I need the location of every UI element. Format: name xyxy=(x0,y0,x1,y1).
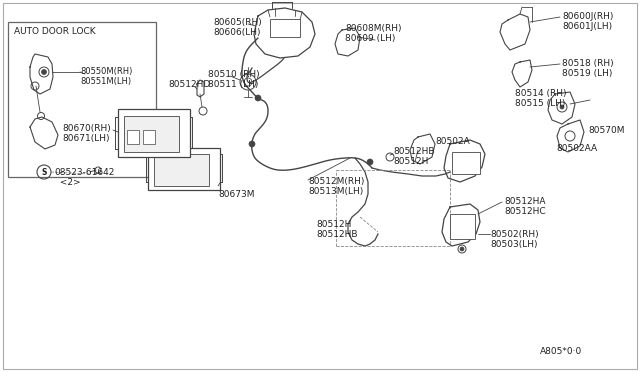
Bar xyxy=(118,109,190,157)
Text: 80512M(RH): 80512M(RH) xyxy=(308,177,364,186)
Text: 80605(RH): 80605(RH) xyxy=(213,18,262,27)
Bar xyxy=(450,214,475,239)
Text: 80512HB: 80512HB xyxy=(393,147,435,156)
Text: 80512HA: 80512HA xyxy=(504,197,545,206)
Text: AUTO DOOR LOCK: AUTO DOOR LOCK xyxy=(14,27,95,36)
Text: 80510 (RH): 80510 (RH) xyxy=(208,70,260,79)
Text: 80513M(LH): 80513M(LH) xyxy=(308,187,364,196)
Text: 80518 (RH): 80518 (RH) xyxy=(562,59,614,68)
Text: 80519 (LH): 80519 (LH) xyxy=(562,69,612,78)
Circle shape xyxy=(560,105,564,109)
Text: 80608M(RH): 80608M(RH) xyxy=(345,24,401,33)
Text: 80502A: 80502A xyxy=(435,137,470,146)
Text: 80502(RH): 80502(RH) xyxy=(490,230,539,239)
Bar xyxy=(452,152,480,174)
Text: 80601J(LH): 80601J(LH) xyxy=(562,22,612,31)
Text: A805*0·0: A805*0·0 xyxy=(540,347,582,356)
Bar xyxy=(143,130,155,144)
Text: S: S xyxy=(42,167,47,176)
Text: 80511 (LH): 80511 (LH) xyxy=(208,80,259,89)
Bar xyxy=(148,148,220,190)
Text: 80512H: 80512H xyxy=(393,157,428,166)
Text: 08523-61642: 08523-61642 xyxy=(54,168,115,177)
Text: 80502AA: 80502AA xyxy=(556,144,597,153)
Text: 80550M(RH): 80550M(RH) xyxy=(80,67,132,76)
Circle shape xyxy=(460,247,464,251)
Text: 80671(LH): 80671(LH) xyxy=(62,134,109,143)
Circle shape xyxy=(255,95,261,101)
Bar xyxy=(124,116,179,152)
Text: 80570M: 80570M xyxy=(588,126,625,135)
Bar xyxy=(127,130,139,144)
Text: 80673M: 80673M xyxy=(218,190,255,199)
Text: 80551M(LH): 80551M(LH) xyxy=(80,77,131,86)
Text: 80512HB: 80512HB xyxy=(316,230,358,239)
Bar xyxy=(154,154,209,186)
Text: <2>: <2> xyxy=(54,178,81,187)
Text: 80670(RH): 80670(RH) xyxy=(62,124,111,133)
Circle shape xyxy=(249,141,255,147)
Text: 80512H: 80512H xyxy=(316,220,351,229)
Text: 80514 (RH): 80514 (RH) xyxy=(515,89,566,98)
Text: 80503(LH): 80503(LH) xyxy=(490,240,538,249)
Text: 80609 (LH): 80609 (LH) xyxy=(345,34,396,43)
Bar xyxy=(270,19,300,37)
Text: 80515 (LH): 80515 (LH) xyxy=(515,99,565,108)
Circle shape xyxy=(42,70,47,74)
Bar xyxy=(8,22,156,177)
Circle shape xyxy=(367,159,373,165)
Text: 80512HC: 80512HC xyxy=(504,207,546,216)
Text: 80600J(RH): 80600J(RH) xyxy=(562,12,613,21)
Text: 80512HD: 80512HD xyxy=(168,80,211,89)
Text: 80606(LH): 80606(LH) xyxy=(213,28,260,37)
